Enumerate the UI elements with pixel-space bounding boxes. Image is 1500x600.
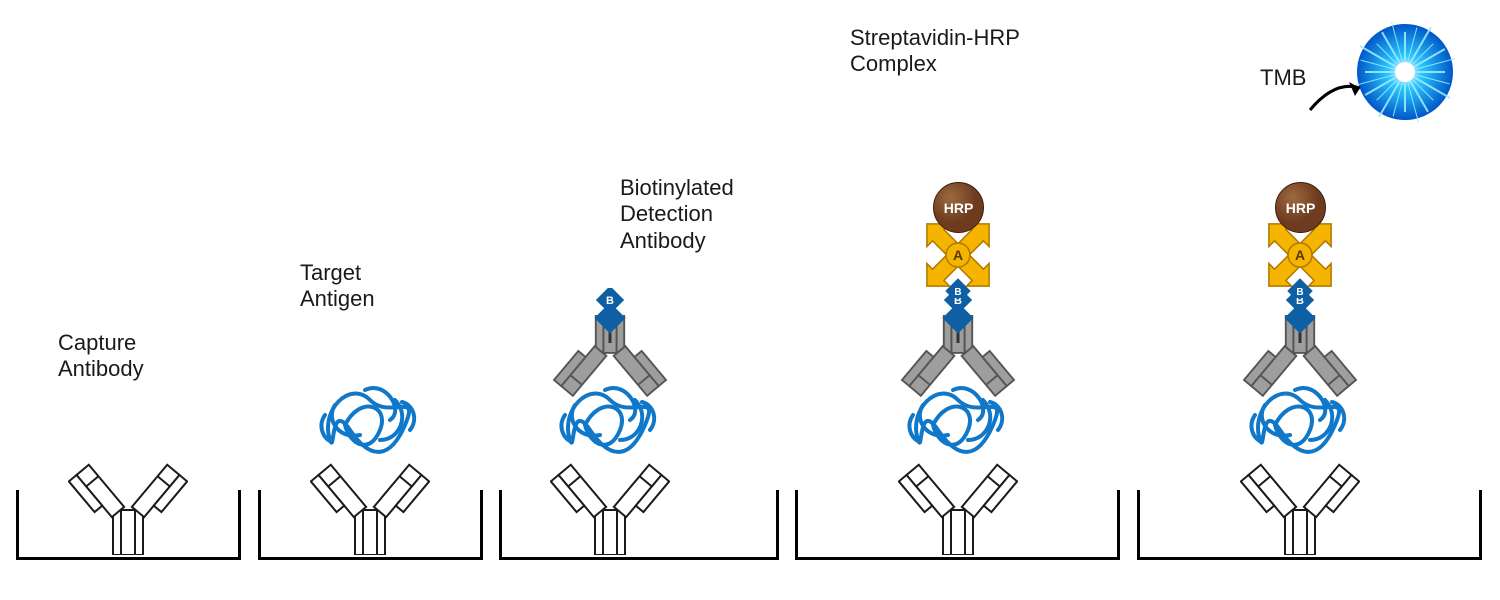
antibody-icon [1240,460,1360,555]
antigen-component [310,370,430,460]
antibody_capture-component [1240,460,1360,555]
biotin-component: B [550,288,670,343]
biotin-icon: B [590,288,630,343]
antibody_capture-component [898,460,1018,555]
svg-text:A: A [953,247,963,263]
antibody-icon [68,460,188,555]
antibody-icon [898,460,1018,555]
svg-text:B: B [1296,287,1303,298]
panel-label: Target Antigen [300,260,375,313]
hrp-icon: HRP [931,180,986,235]
svg-text:B: B [606,295,614,307]
hrp-component: HRP [1240,180,1360,235]
hrp-icon: HRP [1273,180,1328,235]
svg-text:HRP: HRP [1285,200,1315,216]
antibody_capture-component [550,460,670,555]
panel-label: Streptavidin-HRP Complex [850,25,1020,78]
panel-label: Capture Antibody [58,330,144,383]
svg-text:A: A [1295,247,1305,263]
antibody_capture-component [68,460,188,555]
tmb-arrow-icon [1305,70,1375,130]
antigen-icon [310,370,430,460]
antibody-icon [550,460,670,555]
hrp-component: HRP [898,180,1018,235]
antibody_capture-component [310,460,430,555]
antibody-icon [310,460,430,555]
panel-label: TMB [1260,65,1306,91]
panel-label: Biotinylated Detection Antibody [620,175,734,254]
svg-text:HRP: HRP [943,200,973,216]
svg-text:B: B [954,287,961,298]
